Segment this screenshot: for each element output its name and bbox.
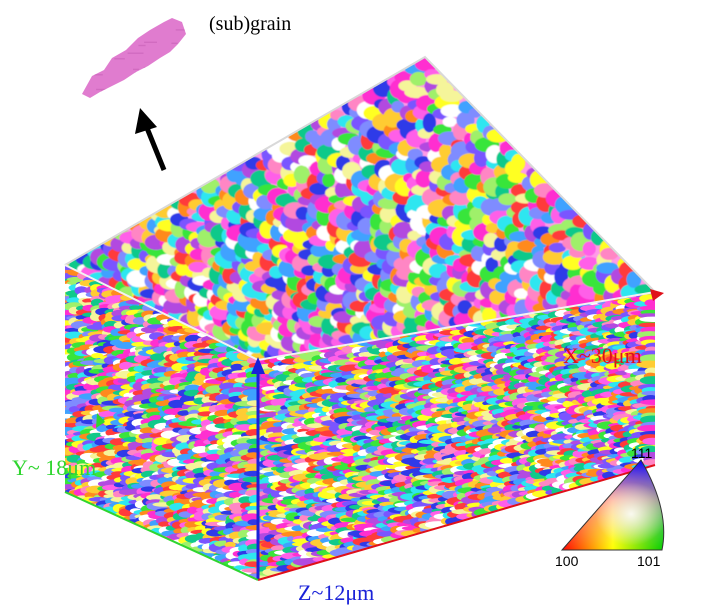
subgrain-texture-stroke (173, 70, 186, 72)
grain (511, 153, 526, 172)
grain (457, 300, 472, 314)
grain (440, 90, 464, 102)
grain (640, 399, 655, 406)
subgrain-texture-stroke (164, 66, 176, 69)
grain (242, 389, 258, 397)
subgrain-texture-stroke (133, 68, 140, 71)
subgrain-texture-stroke (171, 42, 178, 44)
subgrain-texture-stroke (100, 28, 108, 30)
subgrain-texture-stroke (143, 66, 158, 69)
subgrain-texture-stroke (135, 89, 146, 92)
grain (293, 165, 310, 184)
grain (246, 535, 258, 541)
ipf-label-111: 111 (631, 445, 653, 461)
subgrain-blob (82, 18, 186, 98)
grain (548, 242, 566, 253)
grain (246, 400, 258, 407)
grain (637, 425, 655, 432)
grain (641, 391, 655, 396)
subgrain-texture-stroke (96, 88, 108, 91)
grain (244, 552, 258, 561)
right-face-grains (258, 292, 655, 580)
subgrain-texture-stroke (94, 74, 103, 76)
grain (404, 86, 429, 99)
grain (322, 173, 335, 188)
grain (158, 521, 171, 527)
grain (248, 494, 258, 504)
grain (241, 568, 258, 573)
grain (309, 182, 330, 195)
grain (498, 193, 518, 206)
ipf-label-101: 101 (637, 553, 661, 569)
x-axis-label: X~30μm (563, 343, 642, 368)
grain (639, 376, 655, 385)
subgrain-texture-stroke (177, 76, 186, 79)
grain (243, 382, 258, 388)
grain (644, 299, 655, 307)
subgrain-arrowhead (135, 108, 157, 134)
grain (157, 262, 172, 279)
subgrain-label: (sub)grain (209, 13, 292, 35)
subgrain-texture-stroke (106, 37, 116, 39)
y-axis-label: Y~ 18μm (12, 455, 97, 480)
grain (129, 305, 141, 311)
grain (230, 363, 244, 371)
grain (243, 463, 258, 469)
subgrain-texture-stroke (114, 38, 127, 40)
subgrain-texture-stroke (177, 62, 186, 64)
grain (247, 356, 258, 365)
grain (246, 438, 258, 445)
grain (422, 113, 436, 133)
grain (245, 410, 258, 417)
left-face-grains (65, 265, 258, 579)
grain (439, 144, 452, 159)
grain (68, 406, 81, 413)
subgrain-texture-stroke (127, 52, 144, 54)
grain (600, 247, 619, 260)
grain (245, 489, 258, 497)
grain (247, 458, 258, 466)
grain (415, 170, 433, 188)
grain (409, 71, 428, 86)
subgrain-texture-stroke (100, 90, 109, 92)
grain (91, 353, 104, 359)
grain (245, 525, 258, 530)
grain (582, 241, 596, 256)
subgrain-texture-stroke (114, 58, 125, 60)
subgrain-texture-stroke (114, 41, 122, 43)
grain (562, 255, 584, 270)
grain (449, 189, 473, 206)
subgrain-texture-stroke (134, 71, 151, 74)
grain (245, 429, 258, 437)
grain (642, 437, 655, 445)
grain (514, 288, 530, 299)
subgrain-texture-stroke (140, 73, 150, 75)
subgrain-texture-stroke (144, 41, 157, 43)
subgrain-texture-stroke (177, 89, 186, 91)
grain (485, 257, 499, 272)
z-axis-label: Z~12μm (298, 580, 375, 605)
grain (247, 418, 258, 424)
subgrain-texture-stroke (93, 42, 109, 44)
subgrain-texture-stroke (168, 88, 183, 91)
subgrain-texture-stroke (138, 44, 146, 47)
grain (442, 116, 457, 128)
grain (473, 149, 490, 168)
grain (66, 377, 82, 384)
subgrain-texture-stroke (152, 76, 163, 78)
grain (639, 316, 655, 322)
grain (426, 74, 448, 85)
subgrain-texture-stroke (175, 29, 186, 31)
grain (542, 249, 567, 265)
grain (188, 261, 208, 273)
grain (224, 541, 236, 548)
subgrain-arrow (144, 127, 167, 171)
ipf-label-100: 100 (555, 553, 579, 569)
grain (379, 219, 393, 235)
